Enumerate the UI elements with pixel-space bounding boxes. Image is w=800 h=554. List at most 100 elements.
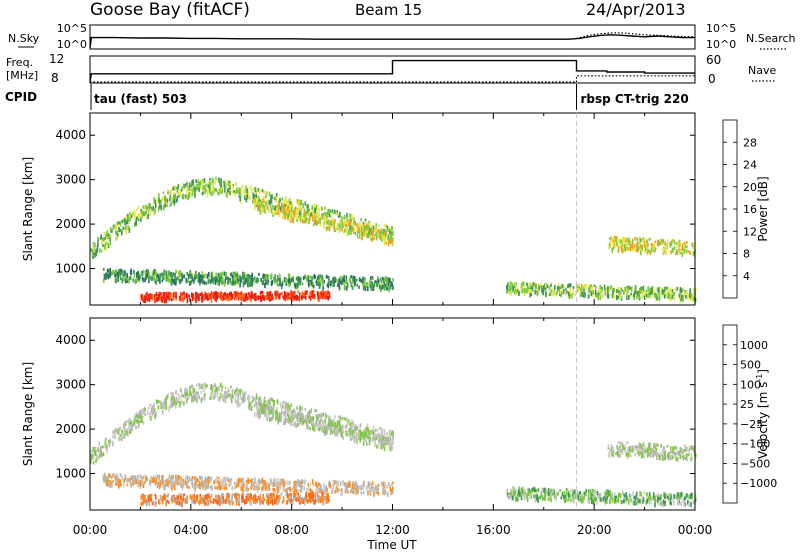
data-cell <box>108 439 110 445</box>
data-cell <box>313 274 315 280</box>
data-cell <box>549 291 552 296</box>
data-cell <box>103 244 106 250</box>
data-cell <box>220 182 223 188</box>
data-cell <box>350 488 353 493</box>
data-cell <box>634 237 636 241</box>
data-cell <box>269 400 271 406</box>
data-cell <box>629 241 632 247</box>
data-cell <box>264 273 266 279</box>
data-cell <box>123 430 125 434</box>
data-cell <box>518 290 520 295</box>
data-cell <box>287 278 290 283</box>
data-cell <box>214 389 216 394</box>
data-cell <box>334 209 336 215</box>
data-cell <box>289 210 292 215</box>
data-cell <box>230 385 232 389</box>
data-cell <box>129 421 132 425</box>
data-cell <box>238 279 240 285</box>
data-cell <box>660 290 663 296</box>
data-cell <box>116 473 118 478</box>
data-cell <box>639 288 642 293</box>
data-cell <box>105 437 108 441</box>
data-cell <box>272 211 274 215</box>
data-cell <box>216 480 218 484</box>
data-cell <box>301 479 304 484</box>
data-cell <box>384 442 386 446</box>
data-cell <box>181 481 183 484</box>
data-cell <box>523 291 526 297</box>
data-cell <box>260 398 262 404</box>
data-cell <box>162 481 165 485</box>
data-cell <box>242 185 244 189</box>
data-cell <box>142 408 144 412</box>
data-cell <box>211 388 214 394</box>
data-cell <box>172 398 175 403</box>
data-cell <box>289 487 291 492</box>
data-cell <box>223 281 226 287</box>
data-cell <box>144 298 147 303</box>
data-cell <box>590 286 592 291</box>
data-cell <box>272 482 275 488</box>
power-data-cells <box>90 176 697 304</box>
data-cell <box>308 410 311 415</box>
data-cell <box>266 199 269 204</box>
data-cell <box>335 425 338 429</box>
data-cell <box>623 237 625 242</box>
data-cell <box>373 229 376 233</box>
data-cell <box>259 402 261 406</box>
data-cell <box>511 286 513 291</box>
data-cell <box>342 435 344 441</box>
data-cell <box>293 485 295 489</box>
data-cell <box>260 480 262 485</box>
data-cell <box>520 288 523 294</box>
data-cell <box>169 294 172 299</box>
data-cell <box>120 271 123 275</box>
data-cell <box>196 484 199 489</box>
data-cell <box>319 282 322 286</box>
data-cell <box>386 491 389 497</box>
data-cell <box>338 429 341 433</box>
data-cell <box>321 274 323 280</box>
data-cell <box>290 420 292 426</box>
data-cell <box>644 244 647 249</box>
data-cell <box>392 231 394 237</box>
data-cell <box>341 221 343 226</box>
data-cell <box>102 452 105 457</box>
data-cell <box>260 277 263 281</box>
data-cell <box>338 224 341 230</box>
data-cell <box>608 246 610 250</box>
data-cell <box>298 416 300 419</box>
data-cell <box>221 271 223 276</box>
data-cell <box>378 233 381 237</box>
nave-right-tick-top: 60 <box>706 53 721 67</box>
data-cell <box>332 277 334 283</box>
data-cell <box>605 287 608 291</box>
data-cell <box>294 208 296 212</box>
data-cell <box>276 290 278 294</box>
data-cell <box>314 220 317 226</box>
data-cell <box>156 293 159 297</box>
data-cell <box>365 222 367 226</box>
data-cell <box>191 495 194 500</box>
data-cell <box>550 283 552 287</box>
data-cell <box>682 297 684 303</box>
data-cell <box>367 224 369 231</box>
data-cell <box>173 278 176 284</box>
data-cell <box>130 475 133 480</box>
data-cell <box>664 242 667 246</box>
data-cell <box>113 433 116 438</box>
data-cell <box>230 477 233 482</box>
data-cell <box>384 277 386 283</box>
data-cell <box>354 490 357 494</box>
data-cell <box>97 241 99 247</box>
data-cell <box>277 276 279 281</box>
data-cell <box>297 412 299 417</box>
data-cell <box>276 411 278 415</box>
data-cell <box>160 297 163 301</box>
data-cell <box>542 285 545 290</box>
data-cell <box>265 201 267 205</box>
data-cell <box>636 242 638 247</box>
data-cell <box>346 488 348 493</box>
data-cell <box>542 290 544 296</box>
data-cell <box>358 226 360 233</box>
